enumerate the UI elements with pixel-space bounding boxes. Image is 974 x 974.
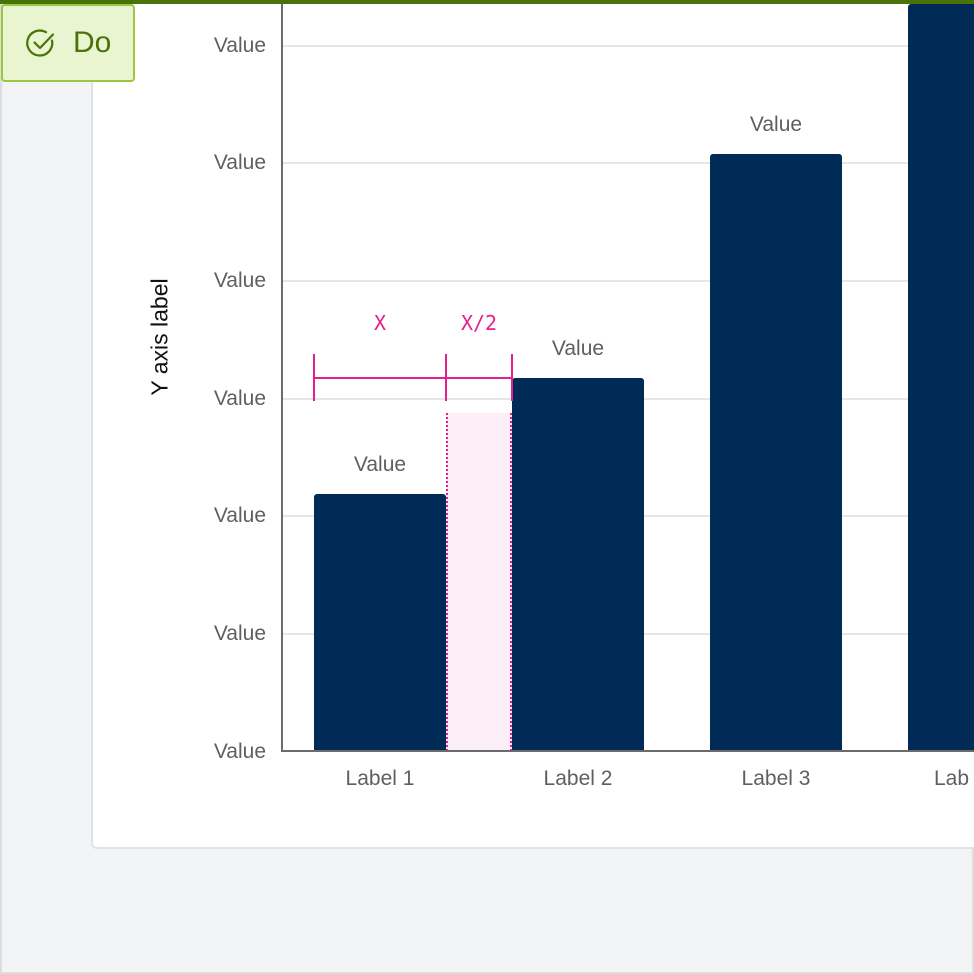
do-badge: Do (1, 4, 135, 82)
bar-width-annotation: X (373, 311, 387, 335)
check-circle-icon (26, 29, 55, 57)
bar-label-2 (512, 378, 644, 751)
x-tick-label: Lab (934, 767, 970, 790)
y-tick-label: Value (213, 151, 266, 174)
do-status-bar (0, 0, 974, 4)
y-tick-label: Value (213, 387, 266, 410)
bar-label-1 (314, 494, 446, 751)
bar-value-label: Value (551, 337, 605, 360)
y-axis-line (281, 4, 283, 752)
x-tick-label: Label 3 (741, 767, 811, 790)
y-tick-label: Value (213, 269, 266, 292)
gridline (283, 280, 974, 282)
bar-value-label: Value (749, 113, 803, 136)
y-tick-label: Value (213, 740, 266, 763)
dimension-line (314, 377, 512, 379)
gridline (283, 162, 974, 164)
do-label: Do (73, 26, 112, 59)
gap-annotation: X/2 (460, 311, 498, 335)
gridline (283, 45, 974, 47)
bar-label-4 (908, 4, 974, 751)
bar-gap-highlight (446, 413, 512, 751)
x-tick-label: Label 1 (345, 767, 415, 790)
x-axis-line (281, 750, 974, 752)
bar-value-label: Value (353, 453, 407, 476)
y-axis-label: Y axis label (146, 278, 173, 396)
x-tick-label: Label 2 (543, 767, 613, 790)
bar-label-3 (710, 154, 842, 751)
y-tick-label: Value (213, 504, 266, 527)
y-tick-label: Value (213, 34, 266, 57)
dimension-tick (511, 354, 513, 401)
y-tick-label: Value (213, 622, 266, 645)
